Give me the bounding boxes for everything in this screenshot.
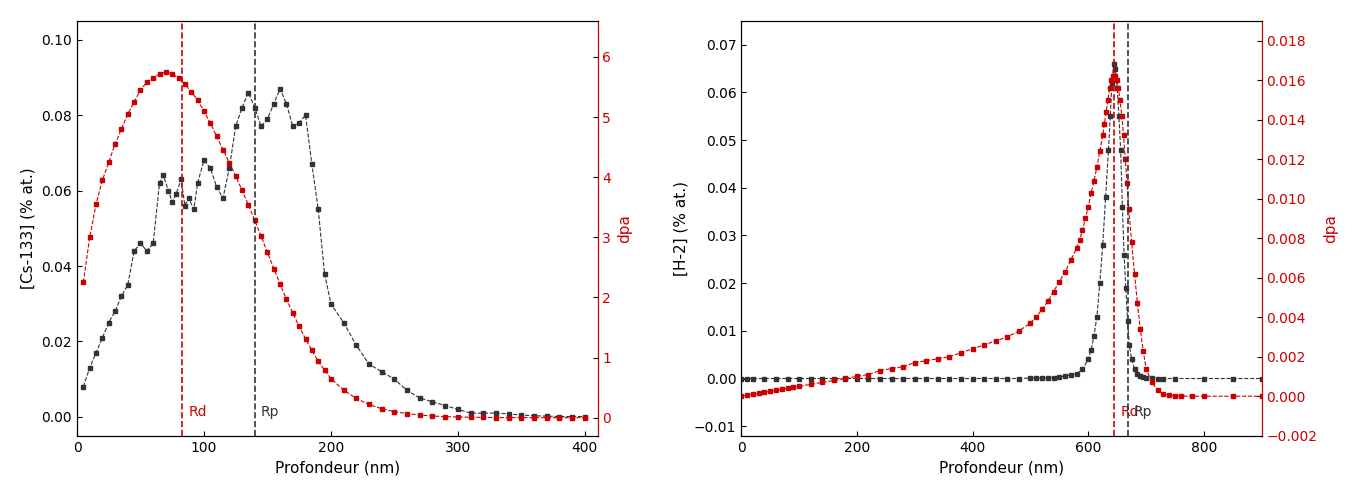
Text: Rp: Rp bbox=[261, 405, 280, 419]
X-axis label: Profondeur (nm): Profondeur (nm) bbox=[939, 460, 1064, 475]
Y-axis label: dpa: dpa bbox=[1324, 214, 1339, 243]
Y-axis label: dpa: dpa bbox=[617, 214, 632, 243]
Text: Rd: Rd bbox=[1121, 405, 1139, 419]
Y-axis label: [H-2] (% at.): [H-2] (% at.) bbox=[674, 181, 689, 276]
Text: Rp: Rp bbox=[1133, 405, 1152, 419]
Y-axis label: [Cs-133] (% at.): [Cs-133] (% at.) bbox=[20, 168, 35, 289]
Text: Rd: Rd bbox=[189, 405, 207, 419]
X-axis label: Profondeur (nm): Profondeur (nm) bbox=[275, 460, 400, 475]
